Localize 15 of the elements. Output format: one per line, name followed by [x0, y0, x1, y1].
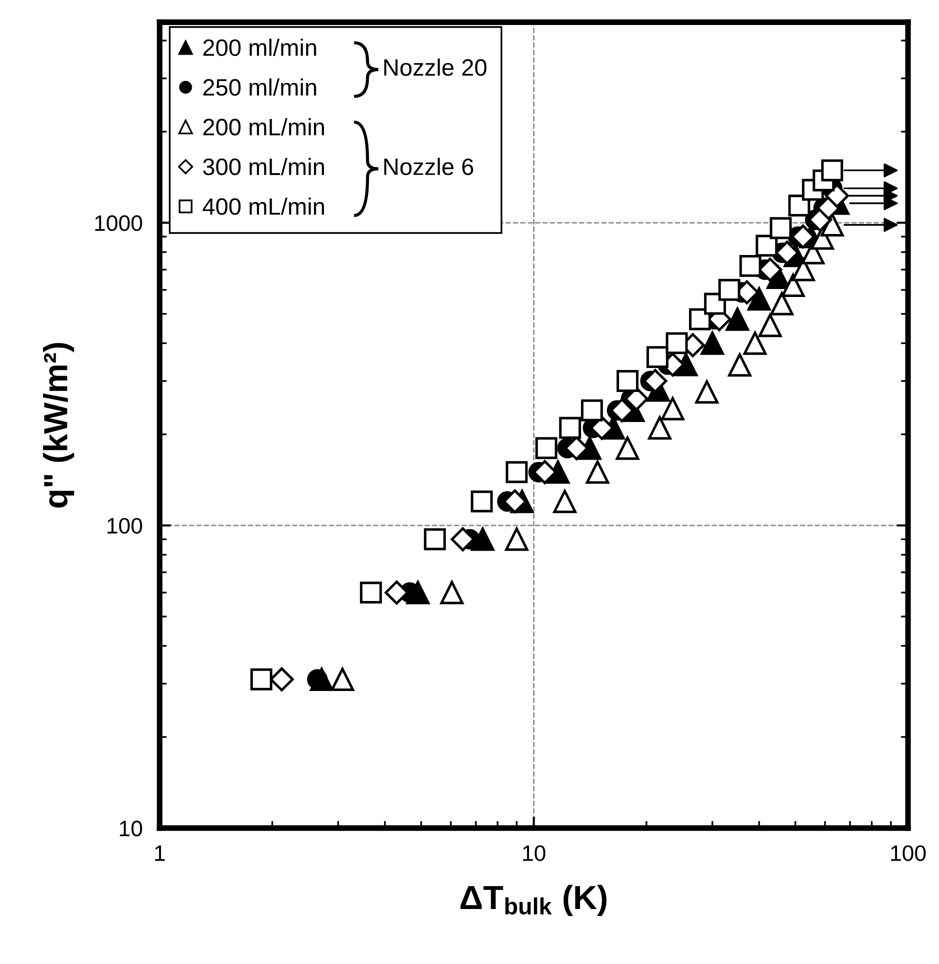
annotation: Nozzle 6 [384, 158, 474, 176]
legend-label: 300 mL/min [203, 158, 324, 176]
legend-label: 200 mL/min [203, 118, 324, 136]
legend-label: 200 ml/min [203, 38, 316, 56]
x-tick-label: 1 [155, 846, 165, 861]
x-axis-title: ΔT$_{bulk}$ (K) [460, 884, 607, 916]
y-tick-label: 100 [108, 518, 142, 534]
y-tick-label: 10 [120, 820, 142, 836]
annotation: Nozzle 20 [384, 58, 486, 76]
legend-label: 400 mL/min [202, 198, 324, 215]
x-tick-label: 100 [891, 845, 926, 862]
y-axis-title: q" (kW/m²) [43, 342, 74, 508]
x-tick-label: 10 [523, 845, 546, 862]
y-tick-label: 1000 [95, 215, 142, 232]
legend-label: 250 ml/min [203, 78, 316, 96]
